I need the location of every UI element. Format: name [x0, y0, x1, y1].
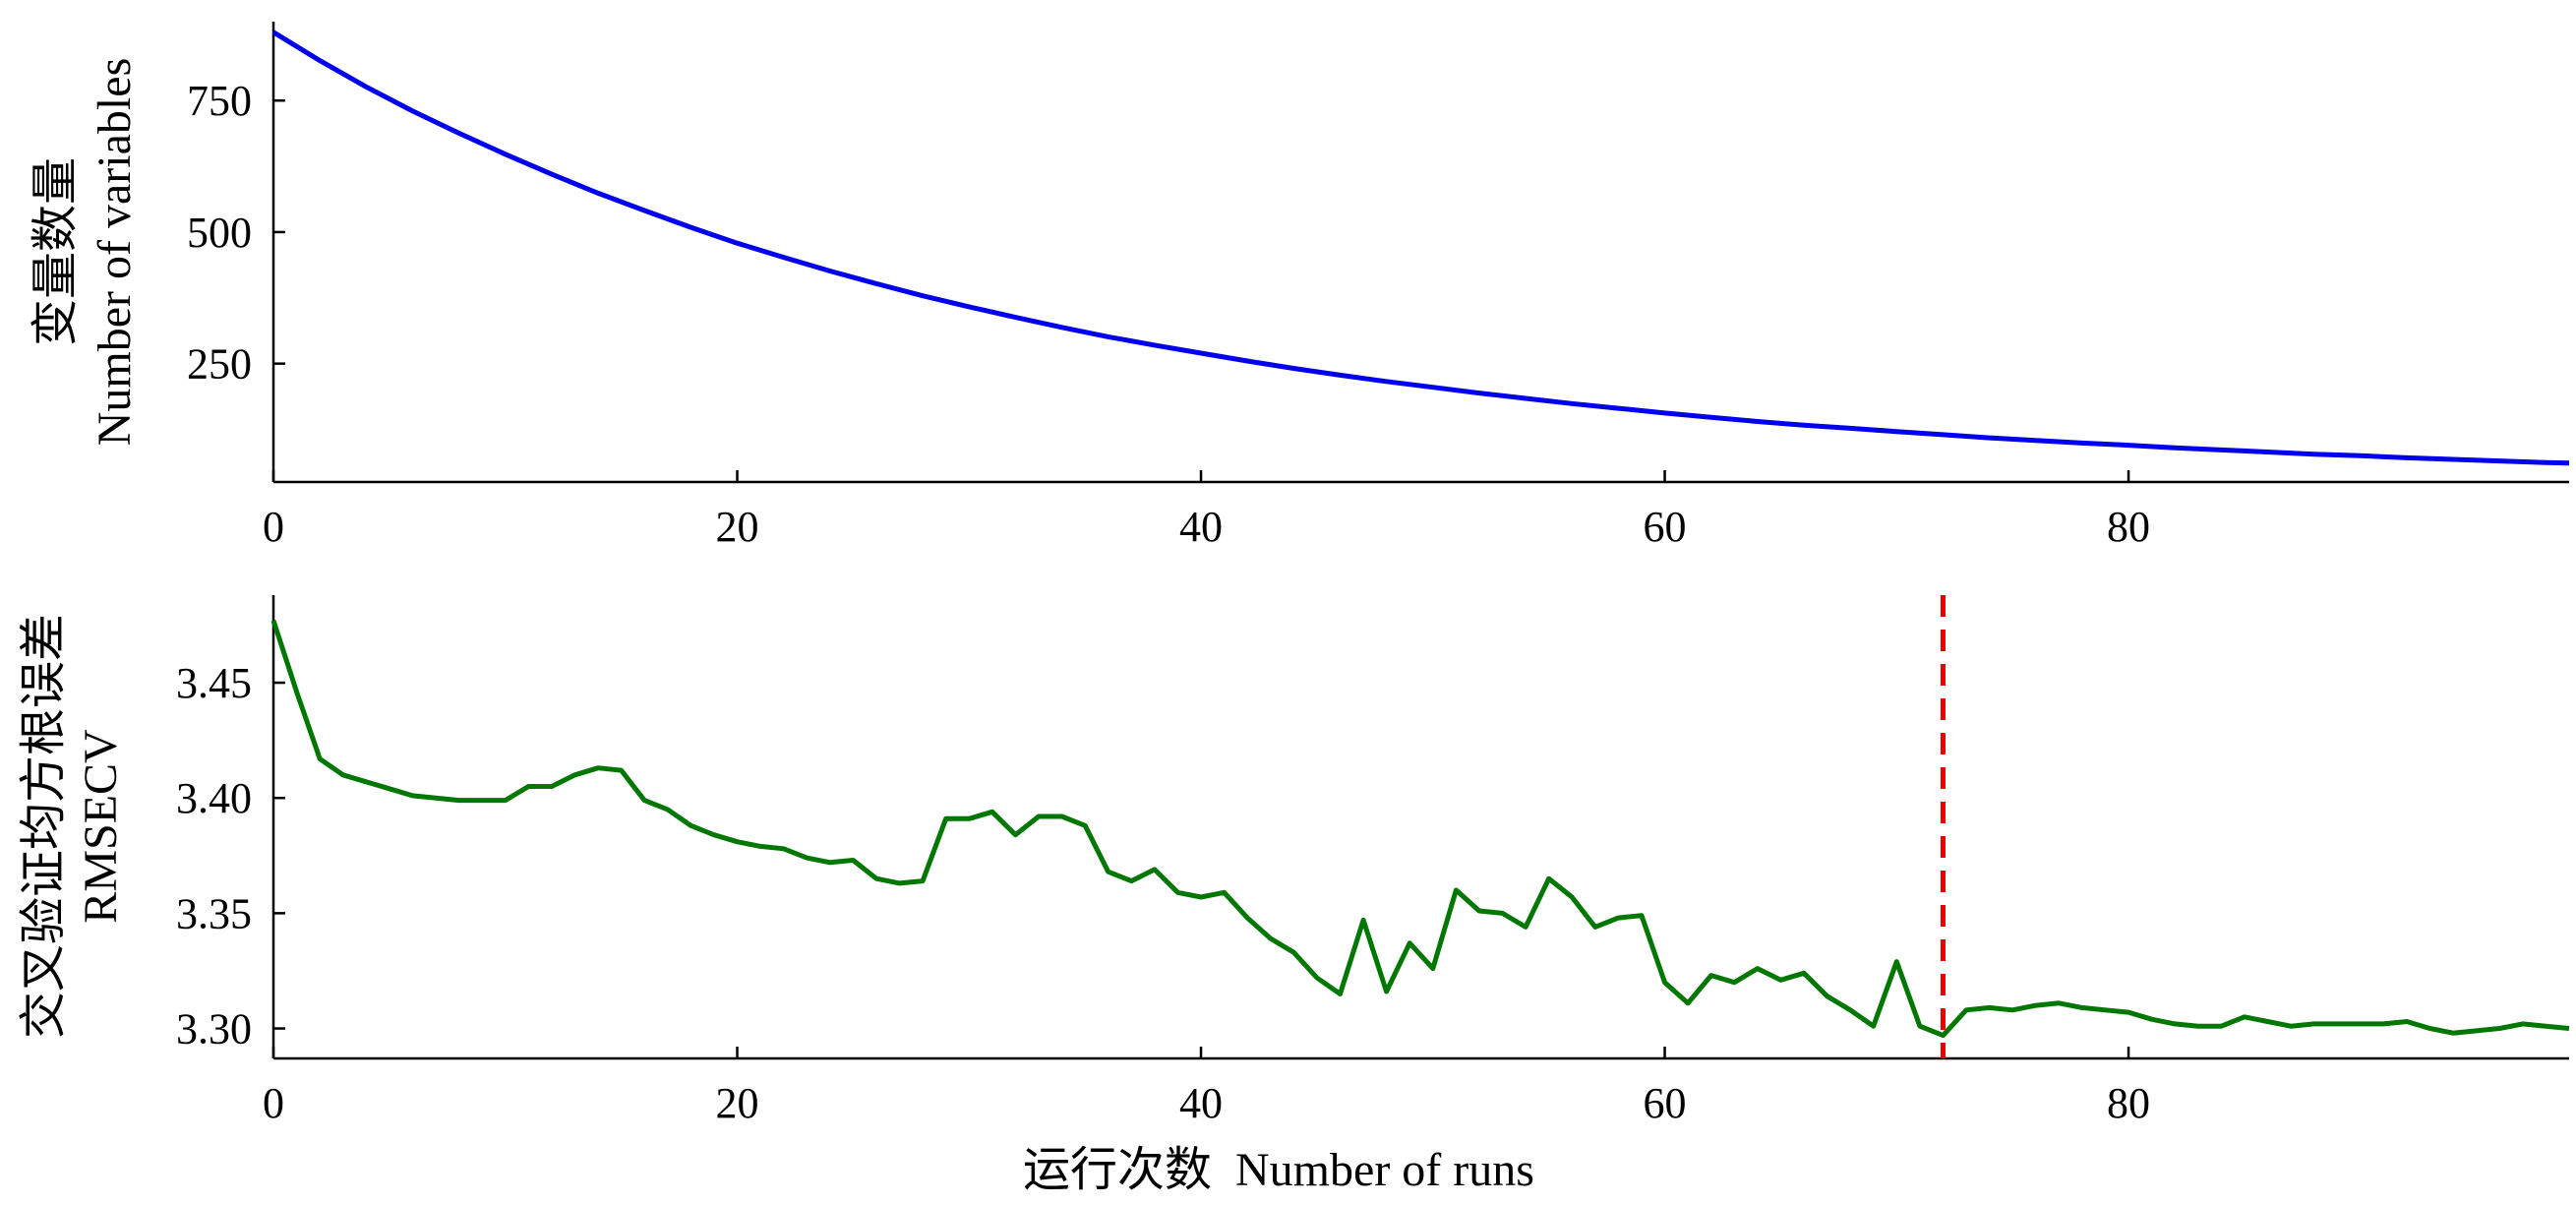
bottom-x-tick-label: 60 [1644, 1079, 1687, 1127]
top-ylabel-en: Number of variables [89, 58, 141, 447]
top-series [271, 30, 2570, 466]
bottom-y-ticks: 3.30 3.35 3.40 3.45 [176, 659, 285, 1054]
top-panel: 250 500 750 0 20 40 60 80 变量数量 Number of varia… [30, 22, 2570, 551]
bottom-x-tick-label: 40 [1179, 1079, 1223, 1127]
bottom-x-ticks: 0 20 40 60 80 [263, 1047, 2150, 1127]
bottom-ylabel-en: RMSECV [75, 729, 127, 924]
bottom-x-tick-label: 80 [2107, 1079, 2150, 1127]
top-x-tick-label: 20 [716, 503, 759, 551]
top-y-tick-label: 250 [187, 340, 252, 389]
top-y-tick-label: 750 [187, 77, 252, 125]
bottom-ylabel-cn: 交叉验证均方根误差 [18, 614, 70, 1039]
top-x-tick-label: 80 [2107, 503, 2150, 551]
bottom-y-tick-label: 3.30 [176, 1005, 252, 1054]
top-x-tick-label: 0 [263, 503, 284, 551]
bottom-series [270, 620, 2570, 1039]
top-ylabel-cn: 变量数量 [30, 157, 82, 346]
bottom-y-tick-label: 3.40 [176, 774, 252, 822]
bottom-x-tick-label: 0 [263, 1079, 284, 1127]
top-x-ticks: 0 20 40 60 80 [263, 470, 2150, 551]
top-y-axis-title: 变量数量 Number of variables [30, 58, 141, 447]
bottom-xlabel: 运行次数 Number of runs [1023, 1144, 1534, 1196]
bottom-y-tick-label: 3.45 [176, 659, 252, 707]
bottom-y-tick-label: 3.35 [176, 889, 252, 937]
bottom-y-axis-title: 交叉验证均方根误差 RMSECV [18, 614, 127, 1039]
bottom-x-tick-label: 20 [716, 1079, 759, 1127]
bottom-panel: 3.30 3.35 3.40 3.45 0 20 40 60 80 交叉验证均方根误差 RMS… [18, 595, 2570, 1196]
bottom-series-line [270, 620, 2570, 1039]
top-y-tick-label: 500 [187, 209, 252, 257]
top-x-tick-label: 40 [1179, 503, 1223, 551]
top-x-tick-label: 60 [1644, 503, 1687, 551]
top-series-line [271, 30, 2570, 466]
top-y-ticks: 250 500 750 [187, 77, 285, 389]
